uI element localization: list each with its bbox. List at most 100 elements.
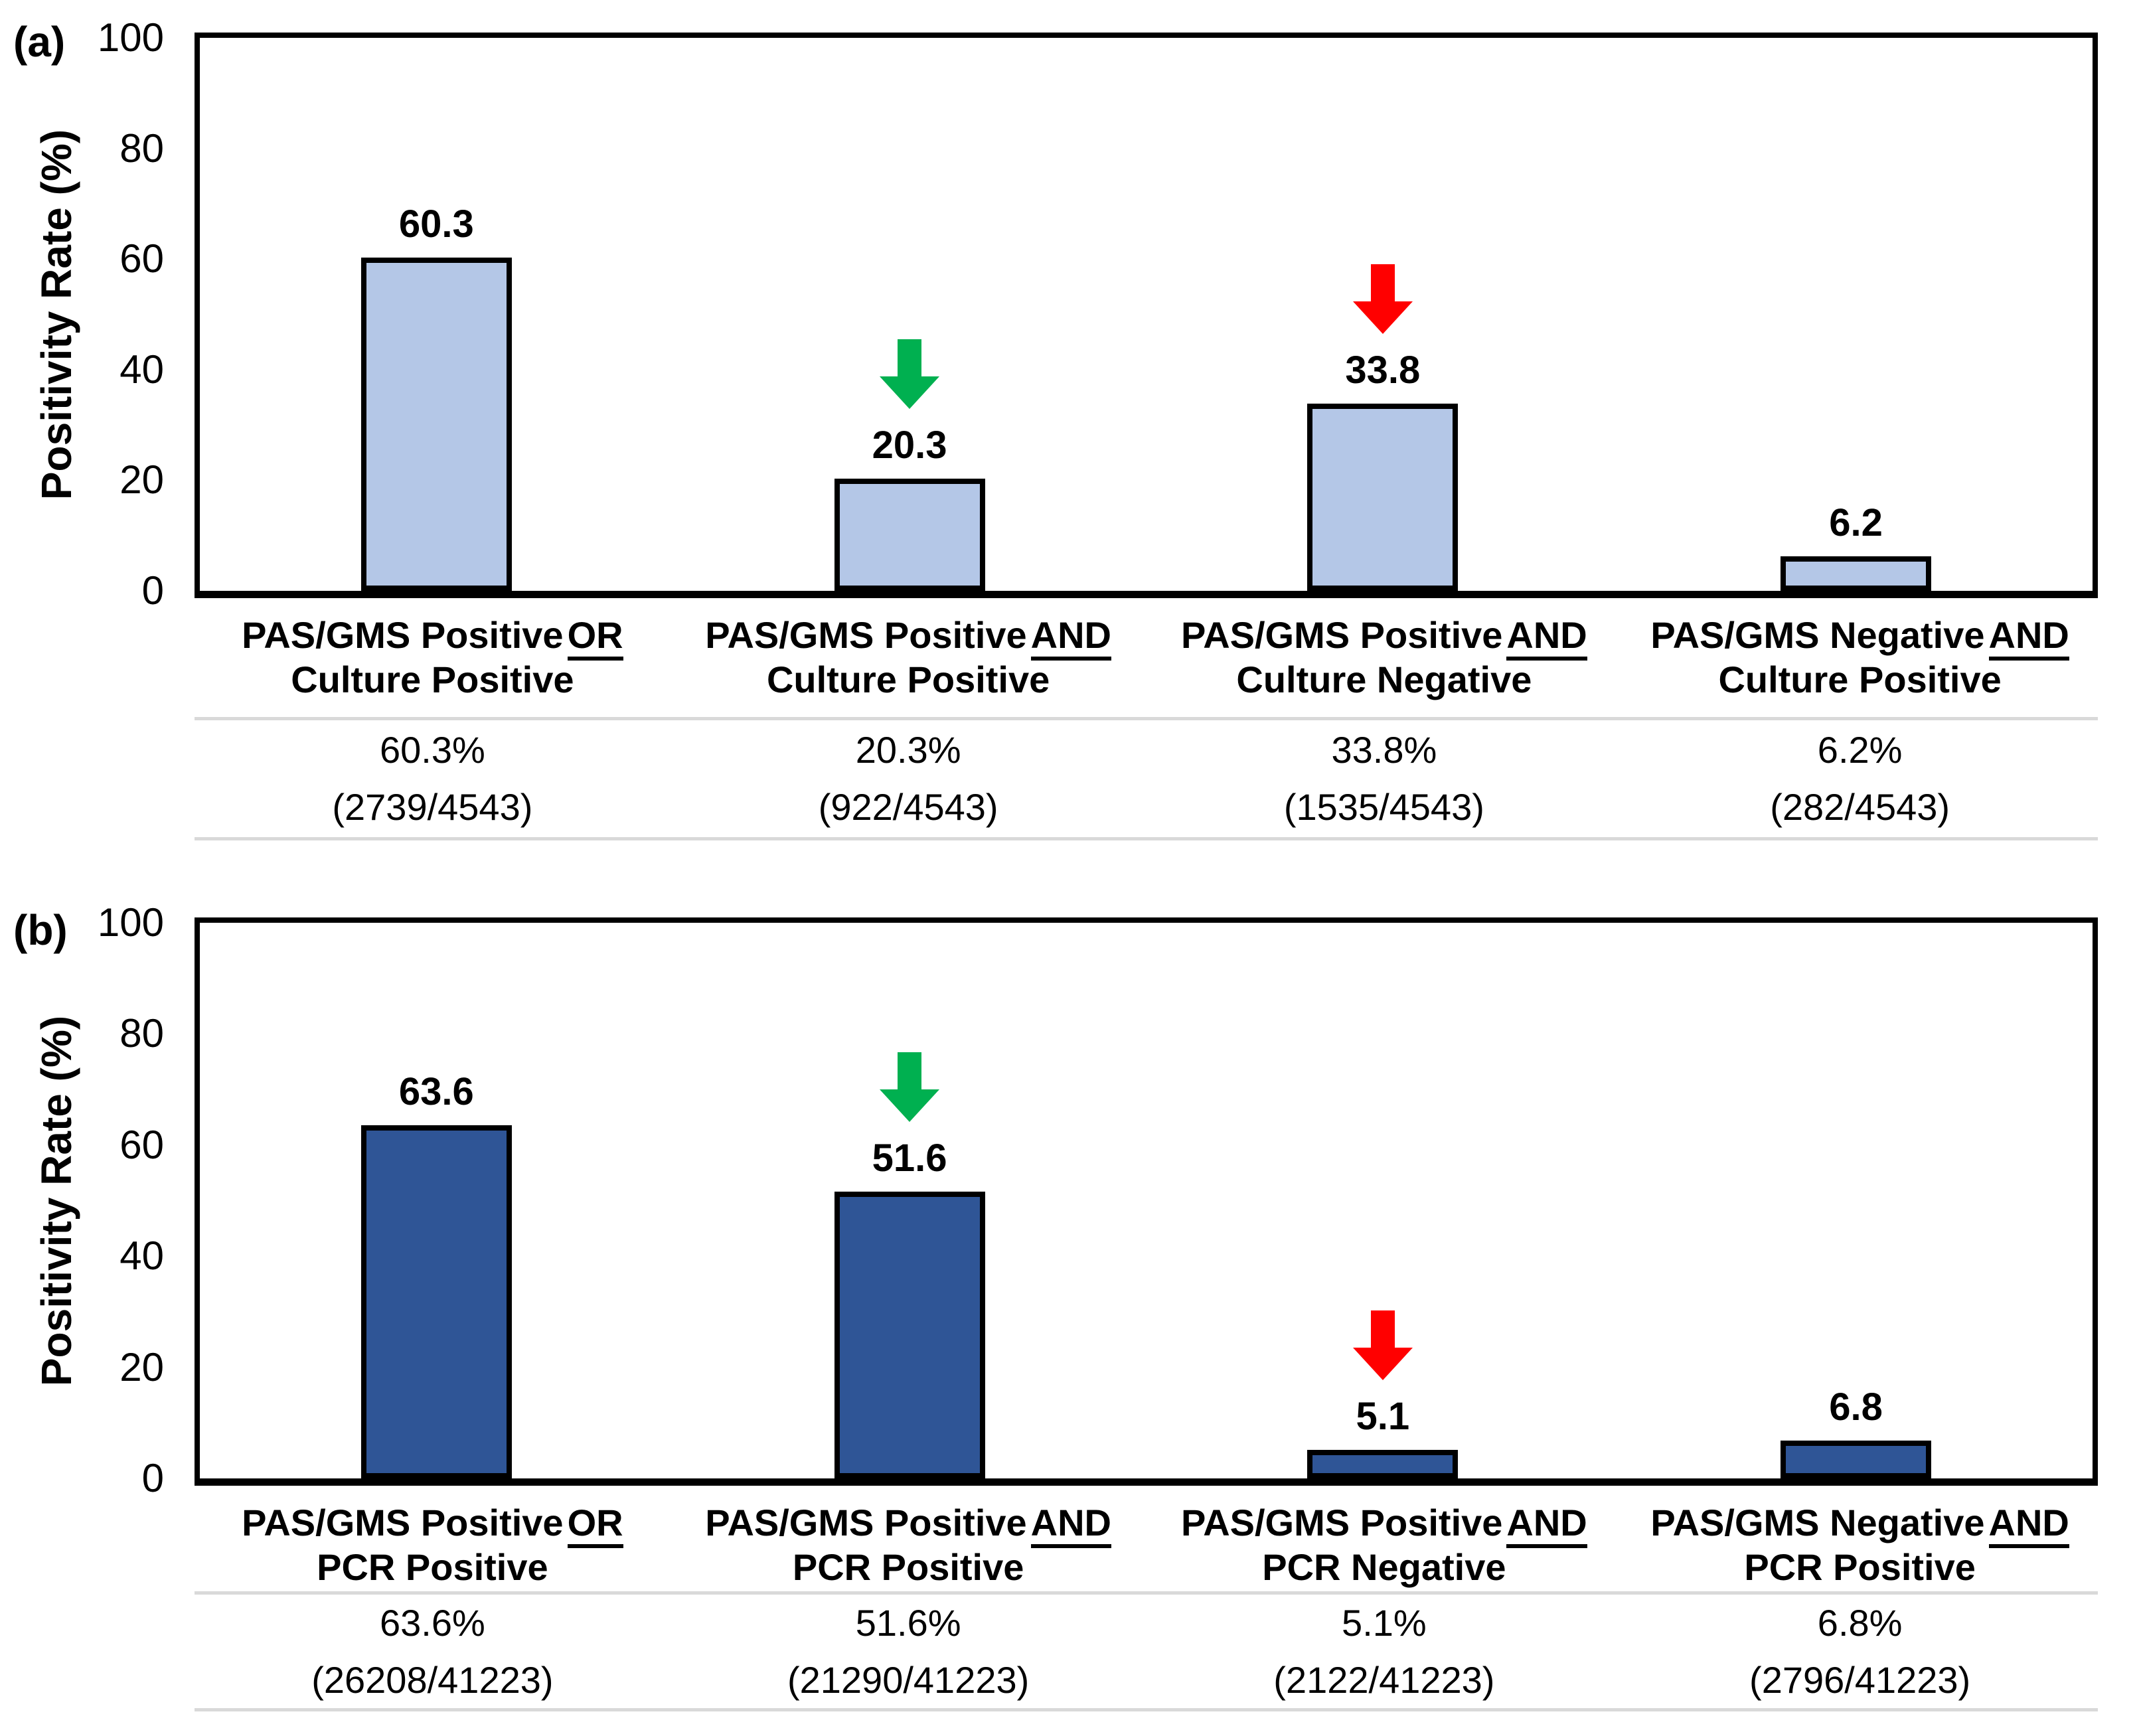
bar-value-label: 63.6 (398, 1069, 474, 1113)
category-conjunction: AND (1030, 614, 1111, 661)
category-conjunction: AND (1030, 1502, 1111, 1548)
y-tick-label: 80 (119, 1011, 164, 1056)
table-percent: 33.8% (1331, 729, 1437, 771)
category-conjunction: AND (1506, 1502, 1587, 1548)
table-cell: 6.8% (2796/41223) (1622, 1595, 2098, 1709)
table-fraction: (2122/41223) (1273, 1658, 1495, 1701)
bar (834, 1192, 985, 1478)
panel-a: (a) Positivity Rate (%) 0 20 40 60 80 100 60.3 20… (13, 15, 2098, 840)
red-down-arrow-icon (1352, 1310, 1413, 1381)
category-label-line2: PCR Positive (792, 1546, 1024, 1588)
table-percent: 6.2% (1817, 729, 1903, 771)
category-labels-row: PAS/GMS Positive OR PCR Positive PAS/GMS Po… (195, 1500, 2098, 1589)
category-label-text: PAS/GMS Positive (1181, 614, 1503, 656)
table-fraction: (2796/41223) (1749, 1658, 1971, 1701)
category-label-text: PAS/GMS Positive (1181, 1502, 1503, 1543)
table-percent: 6.8% (1817, 1601, 1903, 1644)
y-tick-label: 100 (97, 900, 164, 945)
data-table-row: 63.6% (26208/41223) 51.6% (21290/41223) 5.1%… (195, 1591, 2098, 1711)
category-label: PAS/GMS Positive AND PCR Negative (1147, 1500, 1623, 1589)
category-label-line1: PAS/GMS Positive AND (677, 1500, 1140, 1548)
category-conjunction: AND (1988, 1502, 2069, 1548)
category-label-text: PAS/GMS Negative (1650, 614, 1985, 656)
bar-value-label: 51.6 (872, 1137, 947, 1180)
table-fraction: (1535/4543) (1283, 786, 1484, 828)
category-label: PAS/GMS Negative AND Culture Positive (1622, 613, 2098, 702)
category-conjunction: AND (1506, 614, 1587, 661)
bar (1781, 556, 1932, 591)
red-down-arrow-icon (1352, 264, 1413, 335)
category-label-text: PAS/GMS Positive (242, 614, 564, 656)
category-labels-row: PAS/GMS Positive OR Culture Positive PAS/GM… (195, 613, 2098, 702)
data-table-row: 60.3% (2739/4543) 20.3% (922/4543) 33.8% (153… (195, 717, 2098, 840)
bar-value-label: 60.3 (398, 202, 474, 246)
bar-value-label: 6.2 (1829, 501, 1883, 545)
table-cell: 51.6% (21290/41223) (671, 1595, 1147, 1709)
table-cell: 60.3% (2739/4543) (195, 722, 671, 836)
category-label: PAS/GMS Positive OR PCR Positive (195, 1500, 671, 1589)
y-axis-title: Positivity Rate (%) (33, 129, 80, 500)
category-label: PAS/GMS Positive OR Culture Positive (195, 613, 671, 702)
bar (1781, 1441, 1932, 1478)
bar-value-label: 20.3 (872, 423, 947, 467)
category-label-line1: PAS/GMS Negative AND (1628, 613, 2091, 661)
table-percent: 20.3% (855, 729, 961, 771)
panel-b: (b) Positivity Rate (%) 0 20 40 60 80 100 63.6 51… (0, 870, 2139, 1736)
category-label-line1: PAS/GMS Negative AND (1628, 1500, 2091, 1548)
table-percent: 60.3% (379, 729, 485, 771)
table-cell: 63.6% (26208/41223) (195, 1595, 671, 1709)
plot-area (195, 33, 2098, 598)
table-fraction: (21290/41223) (787, 1658, 1030, 1701)
table-percent: 63.6% (379, 1601, 485, 1644)
y-tick-label: 40 (119, 347, 164, 392)
category-label-line1: PAS/GMS Positive OR (201, 1500, 664, 1548)
category-label: PAS/GMS Positive AND Culture Positive (671, 613, 1147, 702)
category-label: PAS/GMS Negative AND PCR Positive (1622, 1500, 2098, 1589)
category-conjunction: OR (567, 1502, 623, 1548)
category-label-text: PAS/GMS Positive (705, 1502, 1027, 1543)
panel-label: (a) (13, 18, 66, 66)
bar-value-label: 6.8 (1829, 1385, 1883, 1429)
y-tick-label: 60 (119, 1122, 164, 1167)
category-label-line2: Culture Negative (1236, 659, 1532, 700)
green-down-arrow-icon (880, 339, 940, 409)
table-cell: 5.1% (2122/41223) (1147, 1595, 1623, 1709)
bar-value-label: 5.1 (1356, 1395, 1410, 1439)
y-tick-label: 20 (119, 457, 164, 503)
bar (834, 478, 985, 591)
y-tick-label: 60 (119, 236, 164, 281)
bar (1307, 1450, 1459, 1478)
bar-value-label: 33.8 (1345, 349, 1421, 392)
category-conjunction: AND (1988, 614, 2069, 661)
category-label-text: PAS/GMS Positive (242, 1502, 564, 1543)
category-label-text: PAS/GMS Negative (1650, 1502, 1985, 1543)
bar (1307, 404, 1459, 591)
category-label-line2: Culture Positive (291, 659, 574, 700)
table-fraction: (282/4543) (1770, 786, 1950, 828)
plot-area (195, 917, 2098, 1486)
category-label-line1: PAS/GMS Positive AND (1153, 1500, 1616, 1548)
category-label-line2: Culture Positive (766, 659, 1050, 700)
category-label-text: PAS/GMS Positive (705, 614, 1027, 656)
bar (360, 1125, 512, 1478)
category-conjunction: OR (567, 614, 623, 661)
table-cell: 20.3% (922/4543) (671, 722, 1147, 836)
table-fraction: (26208/41223) (311, 1658, 554, 1701)
y-tick-label: 0 (141, 1456, 164, 1500)
y-tick-label: 0 (141, 568, 164, 613)
category-label-line2: PCR Positive (1744, 1546, 1976, 1588)
green-down-arrow-icon (880, 1052, 940, 1123)
category-label-line2: PCR Negative (1262, 1546, 1506, 1588)
y-tick-label: 80 (119, 125, 164, 171)
table-fraction: (922/4543) (818, 786, 998, 828)
y-tick-label: 100 (97, 15, 164, 60)
category-label-line1: PAS/GMS Positive AND (677, 613, 1140, 661)
table-percent: 5.1% (1342, 1601, 1427, 1644)
table-cell: 33.8% (1535/4543) (1147, 722, 1623, 836)
category-label: PAS/GMS Positive AND Culture Negative (1147, 613, 1623, 702)
table-fraction: (2739/4543) (332, 786, 533, 828)
category-label-line2: PCR Positive (317, 1546, 548, 1588)
category-label: PAS/GMS Positive AND PCR Positive (671, 1500, 1147, 1589)
category-label-line1: PAS/GMS Positive AND (1153, 613, 1616, 661)
